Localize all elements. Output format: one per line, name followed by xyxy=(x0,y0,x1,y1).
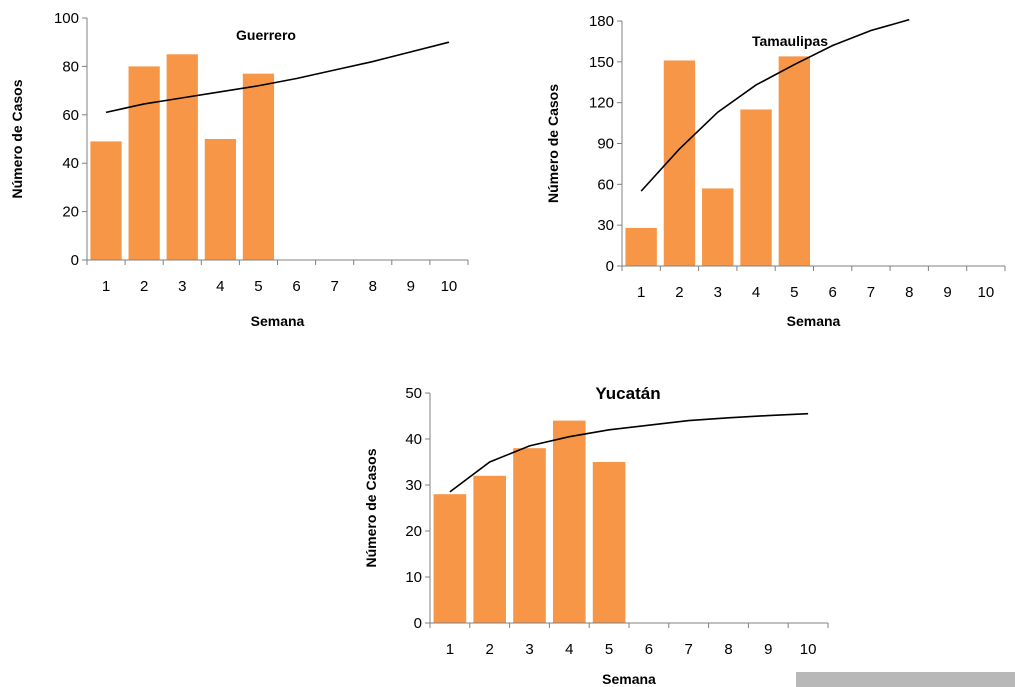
x-tick-label: 6 xyxy=(292,278,300,295)
chart-title: Tamaulipas xyxy=(752,33,828,49)
x-tick-label: 2 xyxy=(675,284,683,301)
y-tick-label: 150 xyxy=(589,54,614,71)
x-tick-label: 5 xyxy=(605,641,613,658)
trendline xyxy=(449,412,809,493)
x-tick-label: 9 xyxy=(407,278,415,295)
x-tick-label: 1 xyxy=(102,278,110,295)
chart-1: 0 30 60 90 120 150 180 1 2 3 4 5 6 7 8 9 10 Tamaulipas Sem… xyxy=(545,13,1006,329)
y-tick-label: 20 xyxy=(62,204,79,221)
y-tick-label: 10 xyxy=(405,569,422,586)
x-tick-label: 2 xyxy=(140,278,148,295)
y-tick-label: 60 xyxy=(62,107,79,124)
x-tick-label: 7 xyxy=(330,278,338,295)
bar xyxy=(128,66,160,261)
x-tick-label: 3 xyxy=(525,641,533,658)
y-tick-label: 0 xyxy=(414,615,422,632)
y-axis-title: Número de Casos xyxy=(363,448,379,567)
y-axis-title: Número de Casos xyxy=(545,84,561,203)
chart-title: Yucatán xyxy=(595,384,660,403)
y-tick-label: 180 xyxy=(589,13,614,30)
x-tick-label: 7 xyxy=(685,641,693,658)
x-tick-label: 5 xyxy=(254,278,262,295)
x-tick-label: 1 xyxy=(446,641,454,658)
x-tick-label: 4 xyxy=(565,641,573,658)
x-tick-label: 10 xyxy=(978,284,995,301)
y-tick-label: 120 xyxy=(589,95,614,112)
x-axis-title: Semana xyxy=(251,313,305,329)
x-tick-label: 4 xyxy=(752,284,760,301)
x-tick-label: 2 xyxy=(486,641,494,658)
x-tick-label: 9 xyxy=(943,284,951,301)
x-tick-label: 8 xyxy=(724,641,732,658)
bar xyxy=(242,73,275,260)
x-tick-label: 4 xyxy=(216,278,224,295)
y-tick-label: 0 xyxy=(71,252,79,269)
bar xyxy=(473,475,507,623)
trendline xyxy=(105,41,450,114)
bar xyxy=(513,448,546,623)
bar xyxy=(625,227,657,266)
x-tick-label: 3 xyxy=(714,284,722,301)
chart-0: 0 20 40 60 80 100 1 2 3 4 5 6 7 8 9 10 Guerrero Semana Núm… xyxy=(9,10,469,329)
decorative-gray-bar xyxy=(796,672,1015,687)
bar xyxy=(90,141,122,260)
x-tick-label: 10 xyxy=(800,641,817,658)
bar xyxy=(663,60,696,266)
bar xyxy=(778,56,811,267)
x-axis-title: Semana xyxy=(787,313,841,329)
x-tick-label: 6 xyxy=(828,284,836,301)
x-tick-label: 5 xyxy=(790,284,798,301)
x-tick-label: 3 xyxy=(178,278,186,295)
trendline xyxy=(640,18,910,192)
y-tick-label: 30 xyxy=(405,477,422,494)
y-tick-label: 60 xyxy=(597,176,614,193)
bar xyxy=(740,109,772,266)
x-axis-title: Semana xyxy=(602,671,656,687)
y-tick-label: 40 xyxy=(62,155,79,172)
y-tick-label: 0 xyxy=(606,258,614,275)
x-tick-label: 8 xyxy=(369,278,377,295)
y-axis-title: Número de Casos xyxy=(9,79,25,198)
bar xyxy=(166,54,198,260)
bar xyxy=(702,188,734,266)
x-tick-label: 6 xyxy=(645,641,653,658)
bar xyxy=(552,420,586,623)
x-tick-label: 10 xyxy=(441,278,458,295)
bar xyxy=(592,462,626,623)
y-tick-label: 50 xyxy=(405,385,422,402)
x-tick-label: 1 xyxy=(637,284,645,301)
y-tick-label: 40 xyxy=(405,431,422,448)
bar xyxy=(204,139,236,260)
y-tick-label: 30 xyxy=(597,217,614,234)
y-tick-label: 90 xyxy=(597,136,614,153)
y-tick-label: 20 xyxy=(405,523,422,540)
y-tick-label: 100 xyxy=(54,10,79,27)
chart-2: 0 10 20 30 40 50 1 2 3 4 5 6 7 8 9 10 Yucatán Semana Númer… xyxy=(363,384,829,687)
x-tick-label: 7 xyxy=(867,284,875,301)
x-tick-label: 8 xyxy=(905,284,913,301)
y-tick-label: 80 xyxy=(62,58,79,75)
bar xyxy=(433,494,467,623)
chart-title: Guerrero xyxy=(236,27,296,43)
x-tick-label: 9 xyxy=(764,641,772,658)
